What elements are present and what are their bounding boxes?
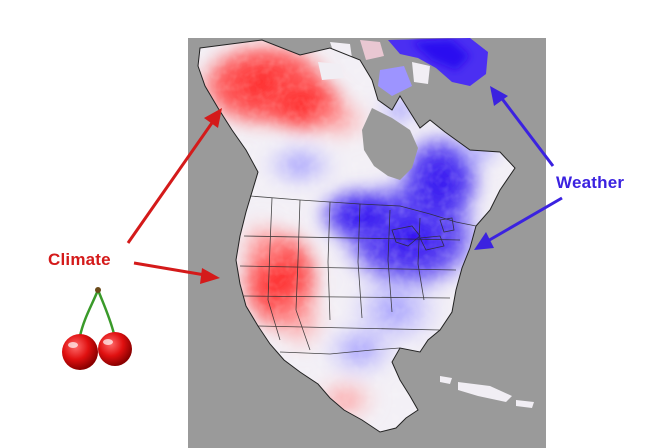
climate-arrowhead-alaska [204, 108, 222, 128]
cherry-icon [62, 287, 132, 370]
weather-arrows [474, 86, 563, 250]
weather-arrowhead-east [474, 232, 494, 250]
weather-label: Weather [556, 173, 625, 192]
weather-arrow-to-greenland [498, 95, 555, 167]
climate-label: Climate [48, 250, 111, 269]
climate-arrow-to-southwest [133, 261, 206, 277]
hudson-bay [362, 108, 418, 180]
climate-arrow-to-alaska [126, 119, 216, 244]
climate-arrows [126, 108, 222, 284]
caribbean-islands [440, 376, 534, 408]
political-boundaries [239, 195, 477, 355]
weather-arrowhead-greenland [490, 86, 508, 106]
weather-arrow-to-east [485, 196, 563, 244]
anomaly-map [188, 38, 546, 448]
climate-arrowhead-southwest [200, 268, 220, 284]
cherry-left [62, 334, 98, 370]
cherry-right [98, 332, 132, 366]
arctic-islands [318, 40, 430, 96]
